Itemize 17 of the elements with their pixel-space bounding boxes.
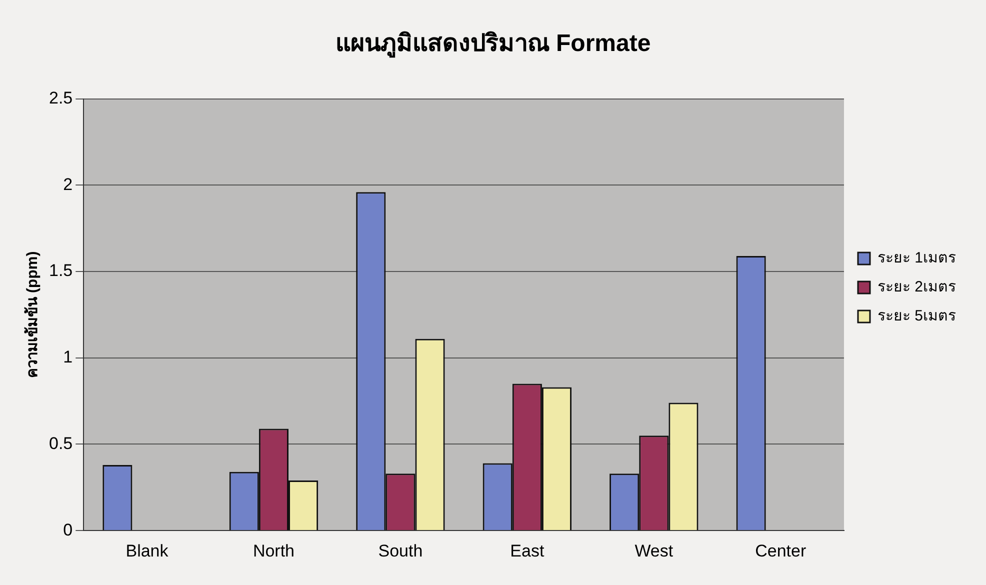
legend-label: ระยะ 2เมตร bbox=[877, 278, 956, 296]
x-tick-label: Center bbox=[755, 541, 806, 560]
x-tick-label: Blank bbox=[126, 541, 169, 560]
y-tick-label: 2 bbox=[63, 174, 73, 194]
x-tick-label: South bbox=[378, 541, 423, 560]
y-tick-label: 1.5 bbox=[48, 261, 73, 280]
y-tick-label: 1 bbox=[63, 348, 73, 367]
legend-label: ระยะ 1เมตร bbox=[877, 250, 956, 267]
x-tick-label: North bbox=[252, 541, 295, 560]
x-tick-label: East bbox=[510, 541, 544, 560]
chart-title: แผนภูมิแสดงปริมาณ Formate bbox=[335, 30, 651, 58]
y-tick-label: 0.5 bbox=[48, 434, 73, 453]
x-tick-label: West bbox=[634, 541, 674, 560]
legend-label: ระยะ 5เมตร bbox=[877, 308, 956, 325]
y-axis-title: ความเข้มข้น (ppm) bbox=[24, 251, 42, 378]
y-tick-label: 2.5 bbox=[48, 88, 73, 108]
y-tick-label: 0 bbox=[63, 520, 73, 540]
